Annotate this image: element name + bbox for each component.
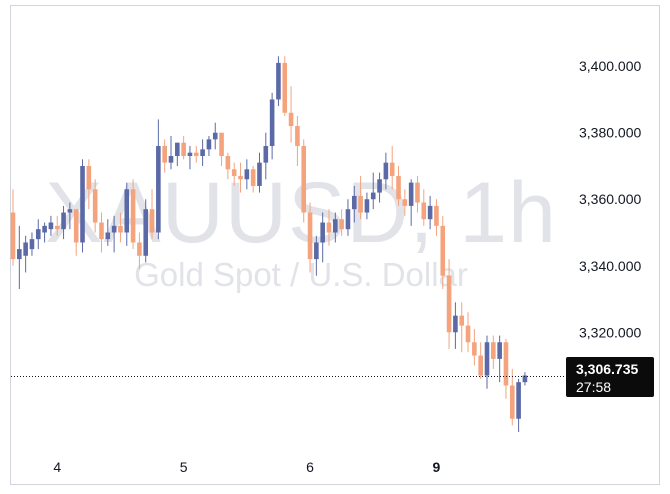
candle-body[interactable] (162, 146, 167, 163)
candle-body[interactable] (434, 205, 439, 226)
candle-body[interactable] (370, 192, 376, 200)
x-tick-label: 4 (53, 459, 61, 475)
candle-body[interactable] (99, 222, 104, 240)
candle-body[interactable] (118, 225, 123, 233)
candle-body[interactable] (497, 342, 502, 359)
y-tick-label: 3,320.000 (579, 324, 641, 340)
candle-body[interactable] (219, 132, 224, 156)
candle-body[interactable] (35, 229, 41, 240)
candle-body[interactable] (187, 152, 193, 156)
candle-body[interactable] (149, 209, 155, 233)
candle-body[interactable] (522, 375, 528, 383)
y-tick-label: 3,400.000 (579, 58, 641, 74)
candle-body[interactable] (364, 199, 370, 213)
watermark-description: Gold Spot / U.S. Dollar (134, 256, 468, 293)
candle-body[interactable] (472, 342, 477, 356)
candle-body[interactable] (54, 225, 60, 230)
candle-body[interactable] (137, 242, 142, 256)
candle-body[interactable] (415, 182, 420, 203)
candle-body[interactable] (301, 146, 307, 213)
candle-body[interactable] (509, 385, 515, 419)
candle-body[interactable] (478, 355, 483, 376)
candle-body[interactable] (175, 142, 180, 156)
candle-body[interactable] (440, 225, 446, 276)
candle-body[interactable] (156, 146, 161, 233)
candle-body[interactable] (503, 342, 509, 386)
y-tick-label: 3,360.000 (579, 191, 641, 207)
candle-body[interactable] (168, 155, 174, 163)
candle-body[interactable] (238, 175, 243, 180)
candle-body[interactable] (320, 222, 325, 243)
y-tick-label: 3,340.000 (579, 258, 641, 274)
bar-countdown: 27:58 (576, 379, 612, 395)
candle-body[interactable] (250, 169, 256, 186)
chart-frame: XAUUSD, 1h Gold Spot / U.S. Dollar (10, 5, 660, 485)
candle-body[interactable] (42, 225, 47, 233)
candle-body[interactable] (73, 209, 79, 243)
candle-body[interactable] (427, 205, 433, 220)
candle-body[interactable] (225, 155, 231, 170)
candle-body[interactable] (263, 146, 269, 163)
candle-body[interactable] (491, 342, 496, 359)
candle-body[interactable] (111, 225, 117, 233)
candle-body[interactable] (143, 209, 149, 256)
candle-body[interactable] (48, 222, 54, 230)
candle-body[interactable] (288, 112, 294, 127)
candle-body[interactable] (446, 275, 452, 333)
candle-body[interactable] (295, 126, 300, 147)
watermark-symbol: XAUUSD, 1h (45, 165, 557, 261)
y-tick-label: 3,380.000 (579, 125, 641, 141)
candle-body[interactable] (345, 209, 351, 230)
last-price-value: 3,306.735 (576, 361, 639, 377)
candle-body[interactable] (282, 62, 288, 113)
candle-body[interactable] (61, 212, 66, 230)
candle-body[interactable] (193, 152, 199, 156)
candle-body[interactable] (92, 189, 98, 223)
candle-body[interactable] (29, 239, 35, 250)
candle-body[interactable] (358, 195, 363, 213)
candle-body[interactable] (200, 149, 205, 156)
candle-body[interactable] (257, 162, 262, 186)
candle-body[interactable] (465, 325, 471, 343)
candle-body[interactable] (377, 179, 382, 193)
candle-body[interactable] (206, 139, 212, 150)
candle-body[interactable] (80, 165, 85, 243)
candle-body[interactable] (307, 212, 313, 260)
candle-body[interactable] (10, 212, 16, 260)
candle-body[interactable] (351, 195, 357, 210)
candle-body[interactable] (269, 99, 275, 147)
last-price-label: 3,306.735 27:58 (566, 357, 654, 397)
candle-body[interactable] (389, 162, 395, 176)
candle-body[interactable] (459, 315, 465, 326)
x-tick-label: 5 (180, 459, 188, 475)
candle-body[interactable] (130, 189, 136, 243)
candle-body[interactable] (67, 209, 73, 213)
candle-body[interactable] (105, 232, 111, 240)
candle-body[interactable] (181, 142, 186, 156)
candle-body[interactable] (383, 162, 389, 180)
candle-body[interactable] (212, 132, 218, 140)
candle-body[interactable] (402, 199, 408, 206)
candle-body[interactable] (516, 382, 521, 419)
candle-body[interactable] (484, 342, 490, 376)
candle-body[interactable] (17, 249, 22, 260)
candle-body[interactable] (408, 182, 414, 206)
candle-body[interactable] (276, 62, 281, 100)
candle-body[interactable] (124, 189, 130, 233)
candle-body[interactable] (453, 315, 458, 333)
candle-body[interactable] (326, 222, 332, 233)
candle-body[interactable] (339, 219, 344, 230)
x-tick-label: 9 (433, 459, 441, 475)
candle-body[interactable] (396, 175, 401, 200)
candle-body[interactable] (23, 242, 28, 256)
candle-body[interactable] (244, 169, 250, 180)
candle-body[interactable] (314, 242, 319, 260)
candle-body[interactable] (231, 169, 237, 176)
candle-body[interactable] (421, 202, 427, 220)
x-tick-label: 6 (306, 459, 314, 475)
candle-body[interactable] (86, 165, 92, 190)
candle-body[interactable] (333, 219, 338, 233)
